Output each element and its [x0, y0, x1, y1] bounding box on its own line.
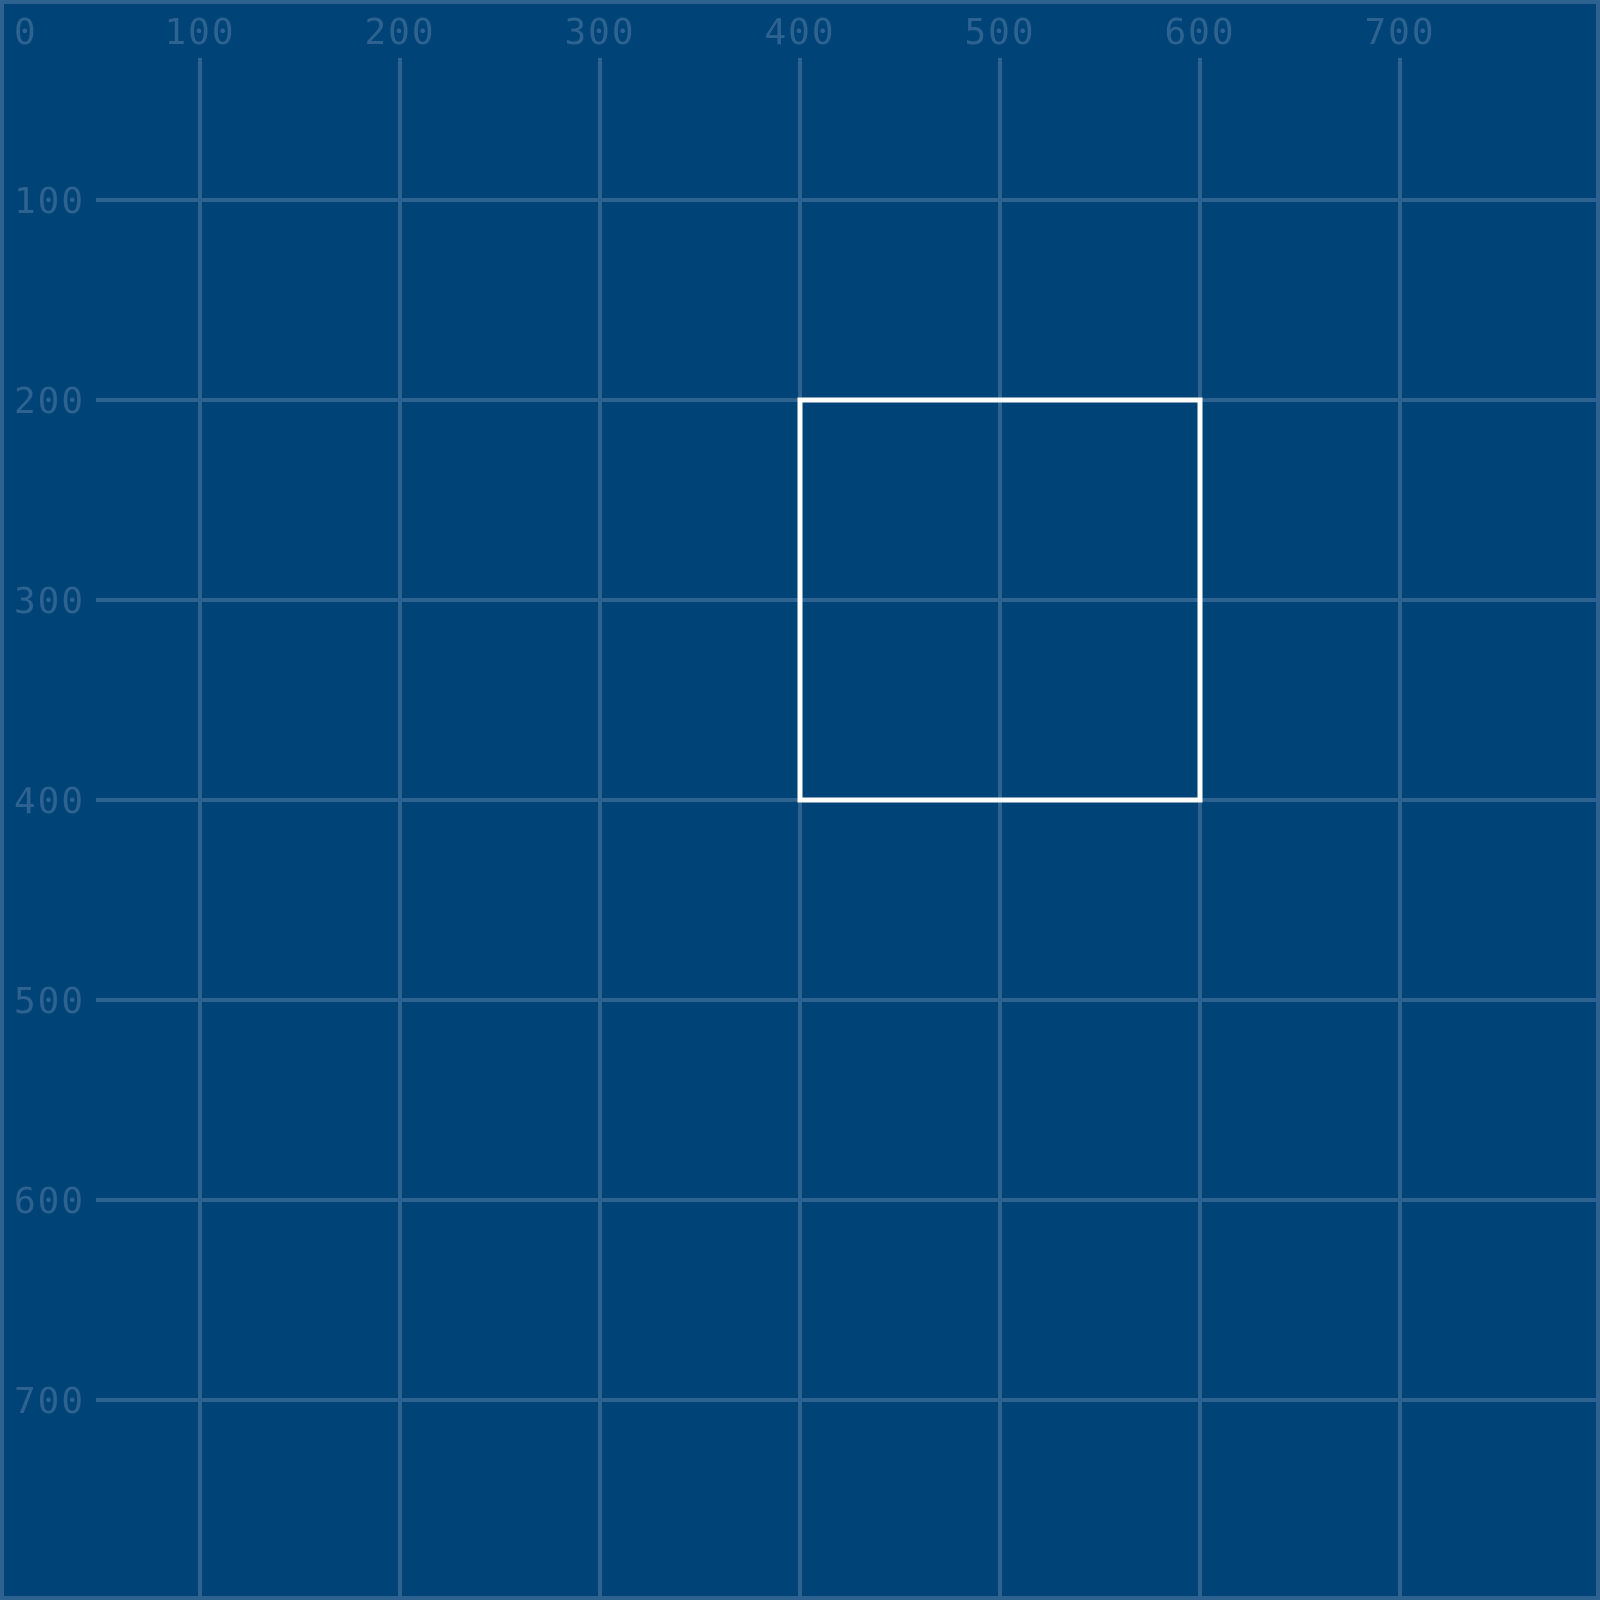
x-axis-labels: 0 100 200 300 400 500 600 700: [14, 12, 1435, 53]
y-tick-label: 600: [14, 1181, 85, 1222]
x-tick-label: 700: [1364, 12, 1435, 53]
x-tick-label: 500: [964, 12, 1035, 53]
x-tick-label: 400: [764, 12, 835, 53]
y-tick-label: 100: [14, 181, 85, 222]
y-tick-label: 300: [14, 581, 85, 622]
x-tick-label: 0: [14, 12, 38, 53]
x-tick-label: 300: [564, 12, 635, 53]
y-axis-labels: 100 200 300 400 500 600 700: [14, 181, 85, 1422]
highlighted-rectangle: [797, 397, 1203, 803]
y-tick-label: 400: [14, 781, 85, 822]
y-tick-label: 200: [14, 381, 85, 422]
x-tick-label: 100: [164, 12, 235, 53]
y-tick-label: 700: [14, 1381, 85, 1422]
x-tick-label: 200: [364, 12, 435, 53]
y-tick-label: 500: [14, 981, 85, 1022]
x-tick-label: 600: [1164, 12, 1235, 53]
